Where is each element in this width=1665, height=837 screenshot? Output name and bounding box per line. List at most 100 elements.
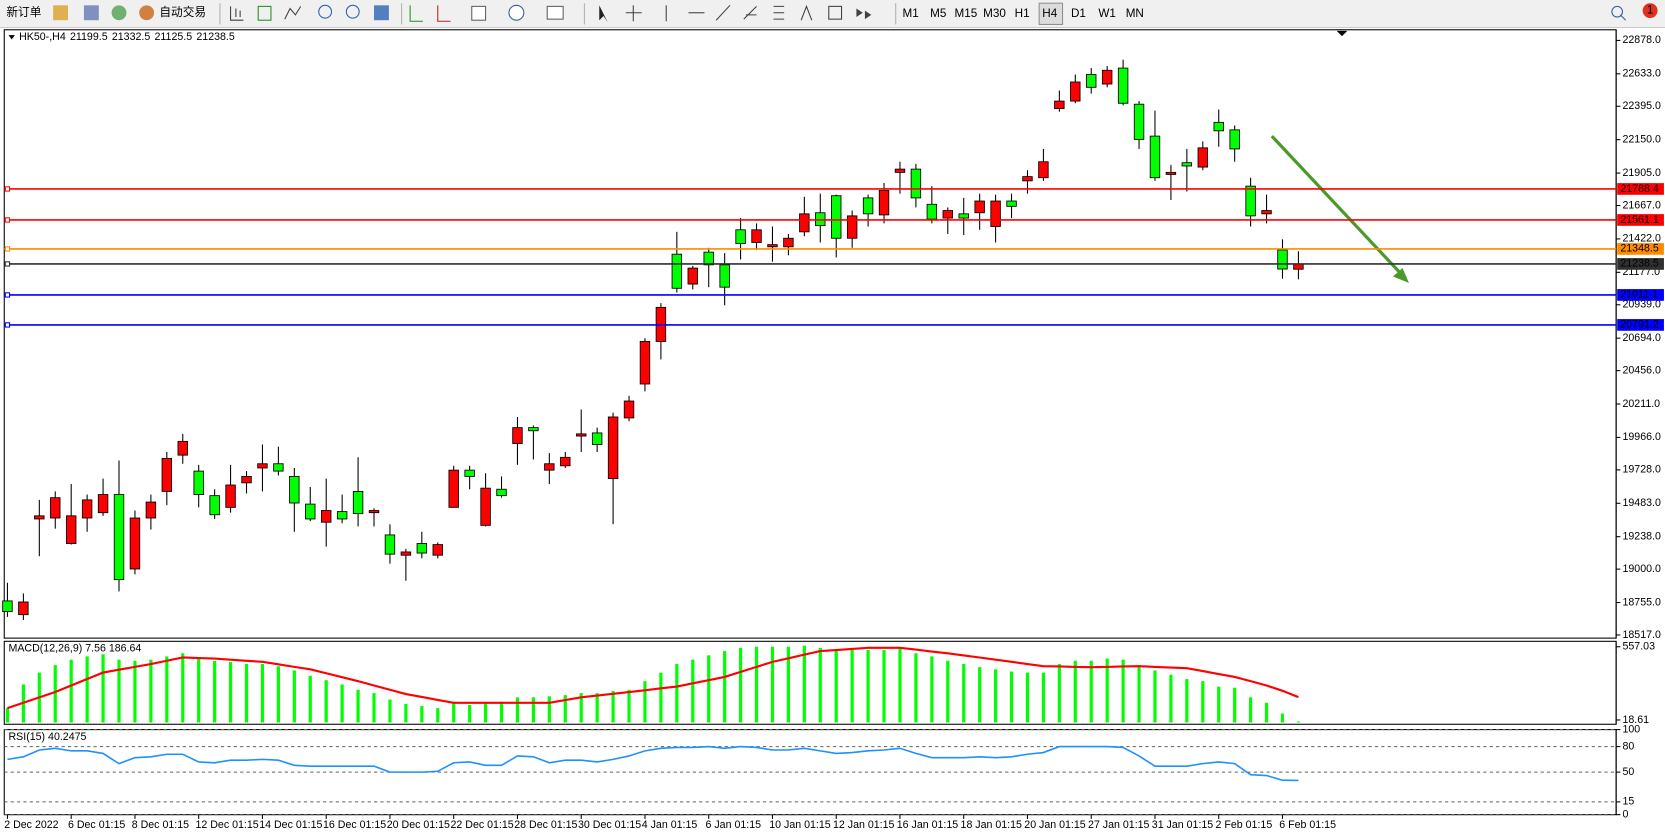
candle-body (1117, 67, 1129, 104)
y-tick-label: 22878.0 (1622, 34, 1660, 46)
y-tick-label: 18755.0 (1622, 596, 1660, 608)
x-tick-label: 27 Jan 01:15 (1088, 819, 1150, 831)
timeframe-button[interactable]: M15 (954, 7, 977, 20)
label-icon[interactable] (828, 5, 843, 20)
timeframe-button[interactable]: D1 (1071, 7, 1086, 20)
trend-arrow (1270, 135, 1404, 277)
candle-body (735, 229, 746, 244)
macd-bar (324, 680, 328, 723)
notification-badge[interactable] (1642, 3, 1658, 19)
zoom-in[interactable] (318, 4, 333, 19)
level-label: 20791.2 (1620, 319, 1658, 331)
x-tick-label: 4 Jan 01:15 (642, 819, 698, 831)
candle-body (400, 551, 412, 556)
candle-body (65, 515, 77, 544)
macd-bar (659, 672, 663, 723)
icon[interactable] (409, 5, 423, 22)
icon[interactable] (437, 5, 451, 22)
candle-body (1038, 161, 1049, 179)
macd-bar (308, 675, 312, 723)
candle-body (177, 440, 188, 456)
candle-body (1086, 74, 1097, 88)
zoom-out[interactable] (345, 4, 360, 19)
x-tick-label: 14 Dec 01:15 (259, 819, 322, 831)
icon[interactable] (230, 6, 244, 21)
candle-body (320, 510, 332, 523)
timeframe-button[interactable]: MN (1126, 7, 1144, 20)
candle-body (1070, 81, 1081, 102)
macd-bar (499, 701, 504, 723)
candle-body (336, 511, 348, 520)
x-tick-label: 18 Jan 01:15 (961, 819, 1023, 831)
timeframe-button[interactable]: M1 (902, 7, 918, 20)
ohlc-low: 21125.5 (155, 31, 193, 43)
candle-body (50, 497, 61, 519)
icon[interactable] (508, 4, 525, 21)
icon[interactable] (546, 5, 564, 20)
macd-bar (754, 646, 759, 723)
timeframe-button[interactable]: H1 (1015, 7, 1030, 20)
x-tick-label: 2 Dec 2022 (4, 819, 58, 831)
macd-bar (1201, 681, 1205, 723)
macd-bar (978, 667, 982, 723)
candle-body (1165, 171, 1177, 175)
candle-body (257, 463, 268, 469)
auto-trading-button[interactable]: 自动交易 (159, 5, 206, 19)
level-label-bg (1617, 214, 1664, 226)
candle-body (416, 543, 428, 554)
icon[interactable] (111, 5, 127, 21)
channel-icon[interactable] (743, 6, 757, 20)
timeframe-button[interactable]: H4 (1042, 7, 1057, 20)
candle-body (1277, 249, 1288, 270)
macd-bar (228, 661, 233, 723)
macd-bar (388, 699, 392, 723)
candle-body (209, 495, 220, 516)
candle-body (225, 484, 236, 508)
y-tick-label: 19966.0 (1622, 431, 1660, 443)
candle-body (496, 488, 507, 497)
x-tick-label: 10 Jan 01:15 (769, 819, 831, 831)
macd-bar (101, 654, 105, 723)
y-tick-label: 100 (1622, 723, 1640, 735)
icon[interactable] (257, 5, 272, 21)
macd-bar (468, 704, 472, 723)
candle-body (910, 168, 922, 199)
macd-bar (802, 645, 806, 723)
candle-body (894, 168, 906, 173)
macd-bar (1137, 665, 1141, 723)
macd-bar (165, 656, 169, 723)
icon[interactable] (83, 5, 99, 21)
new-order-button[interactable]: 新订单 (6, 5, 41, 19)
icon[interactable] (374, 5, 389, 21)
y-tick-label: 0 (1622, 808, 1628, 820)
icon[interactable] (139, 5, 155, 21)
x-tick-label: 16 Jan 01:15 (897, 819, 959, 831)
fibo-icon[interactable] (773, 5, 785, 20)
macd-bar (133, 660, 137, 723)
timeframe-button[interactable]: M30 (983, 7, 1006, 20)
crosshair-icon[interactable] (625, 5, 642, 22)
timeframe-button[interactable]: W1 (1098, 7, 1116, 20)
y-tick-label: 15 (1622, 796, 1634, 808)
candle-body (480, 487, 491, 526)
trendline-icon[interactable] (715, 4, 731, 21)
candle-body (97, 494, 109, 514)
search-icon[interactable] (1611, 5, 1624, 18)
icon[interactable] (284, 6, 302, 20)
macd-bar (579, 693, 583, 723)
candle-body (942, 210, 953, 219)
candle-body (368, 510, 380, 514)
text-icon[interactable] (800, 4, 813, 21)
macd-bar (1057, 664, 1061, 723)
arrows-icon[interactable] (856, 8, 872, 20)
icon[interactable] (53, 5, 69, 21)
level-handle (4, 217, 11, 223)
candle-body (767, 244, 778, 248)
x-tick-label: 20 Jan 01:15 (1024, 819, 1086, 831)
candle-body (161, 458, 173, 492)
icon[interactable] (471, 5, 487, 21)
timeframe-button[interactable]: M5 (930, 7, 947, 20)
candle-body (560, 456, 571, 467)
candle-body (1006, 200, 1017, 207)
